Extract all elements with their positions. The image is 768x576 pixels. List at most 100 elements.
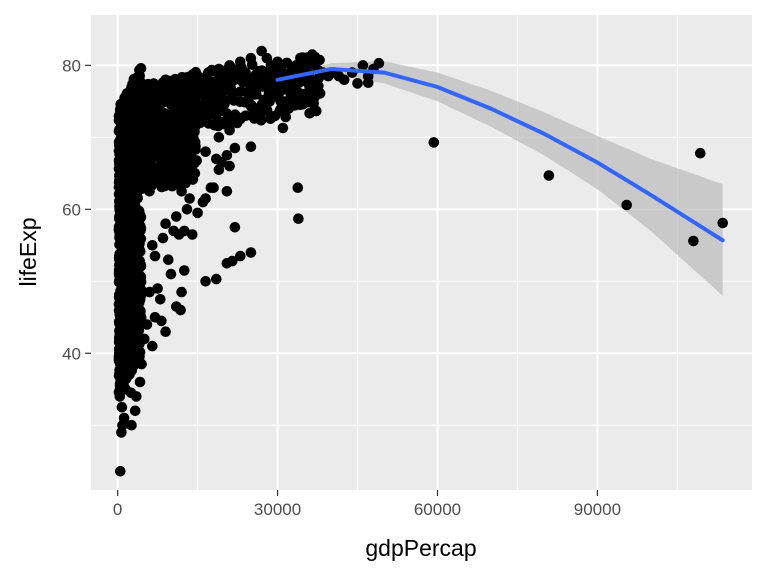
y-tick-label: 40 xyxy=(62,344,81,363)
data-point xyxy=(250,88,262,100)
data-point xyxy=(240,110,251,122)
data-point xyxy=(277,67,289,78)
data-point xyxy=(134,376,146,388)
data-point xyxy=(224,124,235,136)
confidence-band-layer xyxy=(277,61,723,296)
data-point xyxy=(155,294,166,305)
data-point xyxy=(221,186,233,197)
data-point xyxy=(126,419,137,431)
data-point xyxy=(144,145,155,156)
data-point xyxy=(189,157,200,169)
points-layer xyxy=(113,45,728,477)
data-point xyxy=(124,340,135,352)
data-point xyxy=(118,412,130,424)
data-point xyxy=(302,96,313,108)
data-point xyxy=(151,107,163,119)
data-point xyxy=(135,223,147,234)
data-point xyxy=(211,273,222,285)
data-point xyxy=(139,92,150,104)
data-point xyxy=(227,255,238,267)
data-point xyxy=(147,340,158,352)
data-point xyxy=(163,177,175,188)
data-point xyxy=(144,132,155,143)
data-point xyxy=(208,182,219,193)
data-point xyxy=(158,90,169,101)
data-point xyxy=(212,99,224,111)
data-point xyxy=(171,121,183,132)
tick-layer: 0 30000 60000 90000 40 60 80 xyxy=(62,56,621,519)
data-point xyxy=(190,140,201,152)
data-point xyxy=(264,96,275,107)
data-point xyxy=(156,315,167,327)
data-point xyxy=(280,111,292,123)
data-point xyxy=(135,233,147,244)
data-point xyxy=(213,132,225,143)
data-point xyxy=(187,92,198,104)
data-point xyxy=(157,142,168,154)
data-point xyxy=(293,213,304,224)
data-point xyxy=(253,74,264,86)
data-point xyxy=(126,265,137,277)
data-point xyxy=(296,63,307,75)
data-point xyxy=(543,170,555,181)
data-point xyxy=(192,105,203,117)
data-point xyxy=(131,204,143,215)
data-point xyxy=(285,100,296,112)
data-point xyxy=(175,304,186,316)
data-point xyxy=(229,222,241,233)
data-point xyxy=(141,319,153,330)
data-point xyxy=(157,232,169,244)
data-point xyxy=(166,91,177,103)
data-point xyxy=(123,168,134,179)
data-point xyxy=(176,159,187,171)
data-point xyxy=(249,113,260,124)
data-point xyxy=(688,235,699,247)
data-point xyxy=(132,348,144,359)
data-point xyxy=(133,243,145,255)
data-point xyxy=(155,117,166,129)
data-point xyxy=(277,122,289,134)
data-point xyxy=(192,70,203,82)
data-point xyxy=(114,325,125,337)
data-point xyxy=(245,52,257,64)
data-point xyxy=(144,168,155,180)
x-tick-label: 90000 xyxy=(574,500,621,519)
data-point xyxy=(213,164,225,175)
data-point xyxy=(147,240,158,251)
data-point xyxy=(428,137,440,148)
data-point xyxy=(227,89,239,100)
data-point xyxy=(187,229,198,240)
data-point xyxy=(373,57,385,69)
data-point xyxy=(248,103,259,114)
data-point xyxy=(149,81,161,93)
data-point xyxy=(152,283,163,294)
data-point xyxy=(165,128,177,139)
data-point xyxy=(115,348,127,359)
data-point xyxy=(256,65,268,76)
data-point xyxy=(128,326,139,338)
data-point xyxy=(208,85,219,96)
data-point xyxy=(126,153,137,165)
data-point xyxy=(176,286,187,298)
data-point xyxy=(165,268,177,280)
data-point xyxy=(129,405,141,417)
data-point xyxy=(119,233,131,244)
data-point xyxy=(165,110,177,122)
data-point xyxy=(266,67,278,78)
data-point xyxy=(132,179,144,190)
smooth-line xyxy=(275,66,725,243)
data-point xyxy=(224,60,235,71)
x-axis-title: gdpPercap xyxy=(365,535,476,561)
data-point xyxy=(293,77,305,89)
data-point xyxy=(717,217,728,229)
data-point xyxy=(128,110,139,122)
data-point xyxy=(200,104,211,115)
data-point xyxy=(144,286,155,298)
data-point xyxy=(203,67,214,78)
y-tick-label: 80 xyxy=(62,56,81,75)
data-point xyxy=(200,146,211,157)
data-point xyxy=(229,142,241,154)
data-point xyxy=(175,131,186,143)
data-point xyxy=(298,88,310,100)
